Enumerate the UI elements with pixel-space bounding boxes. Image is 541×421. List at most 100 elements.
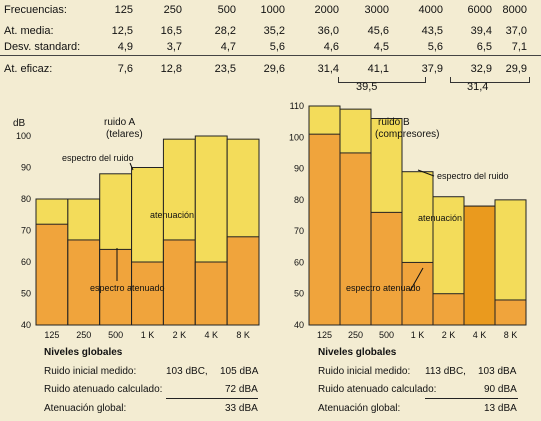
x-tick-label: 1 K [411,330,425,340]
table-cell: 4,9 [117,41,133,53]
table-cell: 43,5 [421,25,443,37]
attenuated-spectrum-bar [226,236,260,326]
x-tick-label: 2 K [442,330,456,340]
summary-a-underline [166,398,258,399]
chart-title: ruido B [378,117,410,128]
x-tick-label: 4 K [473,330,487,340]
summary-b-line1-v1: 113 dBC, [425,366,466,377]
y-tick-label: 60 [294,257,304,267]
attenuated-spectrum-bar [463,205,496,326]
summary-b-line2-label: Ruido atenuado calculado: [318,384,437,395]
table-cell: 23,5 [214,63,236,75]
attenuated-spectrum-bar [99,248,133,326]
attenuated-spectrum-bar [494,299,527,326]
table-cell: 16,5 [160,25,182,37]
table-cell: 28,2 [214,25,236,37]
frequency-header-cell: 1000 [260,4,285,16]
table-cell: 41,1 [367,63,389,75]
table-cell: 36,0 [317,25,339,37]
table-cell: 7,6 [117,63,133,75]
attenuated-spectrum-label: espectro atenuado [90,283,165,293]
x-tick-label: 1 K [141,330,155,340]
table-cell: 4,6 [323,41,339,53]
table-cell: 5,6 [269,41,285,53]
row-label-eficaz: At. eficaz: [4,63,53,75]
summary-b-line3-v2: 13 dBA [484,403,517,414]
attenuated-spectrum-bar [35,223,69,326]
attenuated-spectrum-bar [339,152,372,326]
frequency-header-cell: 4000 [418,4,443,16]
y-tick-label: 100 [16,131,31,141]
y-tick-label: 50 [21,289,31,299]
summary-a-line2-v2: 72 dBA [225,384,258,395]
attenuated-spectrum-bar [308,133,341,326]
table-cell: 5,6 [427,41,443,53]
x-tick-label: 8 K [504,330,518,340]
summary-a-line1-v1: 103 dBC, [166,366,208,377]
table-cell: 37,9 [421,63,443,75]
summary-a-line3-v2: 33 dBA [225,403,258,414]
y-tick-label: 90 [21,163,31,173]
attenuation-label: atenuación [150,210,194,220]
attenuated-spectrum-pointer [409,267,424,292]
x-tick-label: 2 K [173,330,187,340]
summary-b-underline [425,398,518,399]
noise-spectrum-pointer [129,162,134,171]
y-tick-label: 50 [294,289,304,299]
summary-b-line1-label: Ruido inicial medido: [318,366,411,377]
chart-ruido-b: 40 50 60 70 80 90 100 110 125 250 500 1 K 2 K 4 K 8 K r… [289,101,527,340]
chart-title: ruido A [104,117,135,128]
row-label-desv: Desv. standard: [4,41,81,53]
table-cell: 4,5 [373,41,389,53]
y-tick-label: 80 [294,195,304,205]
table-cell: 45,6 [367,25,389,37]
table-cell: 37,0 [505,25,527,37]
y-tick-label: 60 [21,257,31,267]
attenuated-spectrum-bar [432,293,465,326]
attenuation-label: atenuación [418,213,462,223]
table-cell: 39,4 [470,25,492,37]
summary-b-line1-v2: 103 dBA [478,366,517,377]
frequency-header-cell: 500 [217,4,236,16]
frequency-header-cell: 250 [163,4,182,16]
table-cell: 12,5 [111,25,133,37]
chart-ruido-a: 40 50 60 70 80 90 100 dB 125 250 500 1 K 2 K 4 K 8 K ru… [13,117,260,340]
noise-spectrum-pointer [417,169,435,177]
row-label-media: At. media: [4,25,54,37]
attenuated-spectrum-bar [131,261,164,326]
attenuated-spectrum-bar [194,261,228,326]
y-tick-label: 40 [21,320,31,330]
x-tick-label: 125 [317,330,332,340]
summary-a-line1-v2: 105 dBA [220,366,259,377]
x-tick-label: 250 [348,330,363,340]
summary-a-line1-label: Ruido inicial medido: [44,366,137,377]
summary-a-heading: Niveles globales [44,347,123,358]
y-tick-label: 70 [294,226,304,236]
frequency-header-cell: 8000 [502,4,527,16]
table-cell: 3,7 [166,41,182,53]
table-cell: 12,8 [160,63,182,75]
y-tick-label: 110 [290,101,304,111]
table-cell: 29,9 [505,63,527,75]
y-tick-label: 100 [289,132,304,142]
chart-subtitle: (compresores) [375,129,439,140]
frequency-header-cell: 2000 [314,4,339,16]
table-header-label: Frecuencias: [4,4,67,16]
frequency-header-cell: 125 [114,4,133,16]
x-tick-label: 500 [379,330,394,340]
combined-value-b: 31,4 [467,81,489,93]
summary-b-heading: Niveles globales [318,347,397,358]
summary-b-line3-label: Atenuación global: [318,403,401,414]
x-tick-label: 125 [44,330,59,340]
combined-bracket-b [450,77,530,83]
noise-spectrum-label: espectro del ruido [437,171,509,181]
frequency-header-cell: 6000 [467,4,492,16]
table-divider [0,55,541,56]
summary-a-line2-label: Ruido atenuado calculado: [44,384,163,395]
table-cell: 31,4 [317,63,339,75]
summary-a-line3-label: Atenuación global: [44,403,127,414]
x-tick-label: 250 [76,330,91,340]
y-tick-label: 70 [21,226,31,236]
